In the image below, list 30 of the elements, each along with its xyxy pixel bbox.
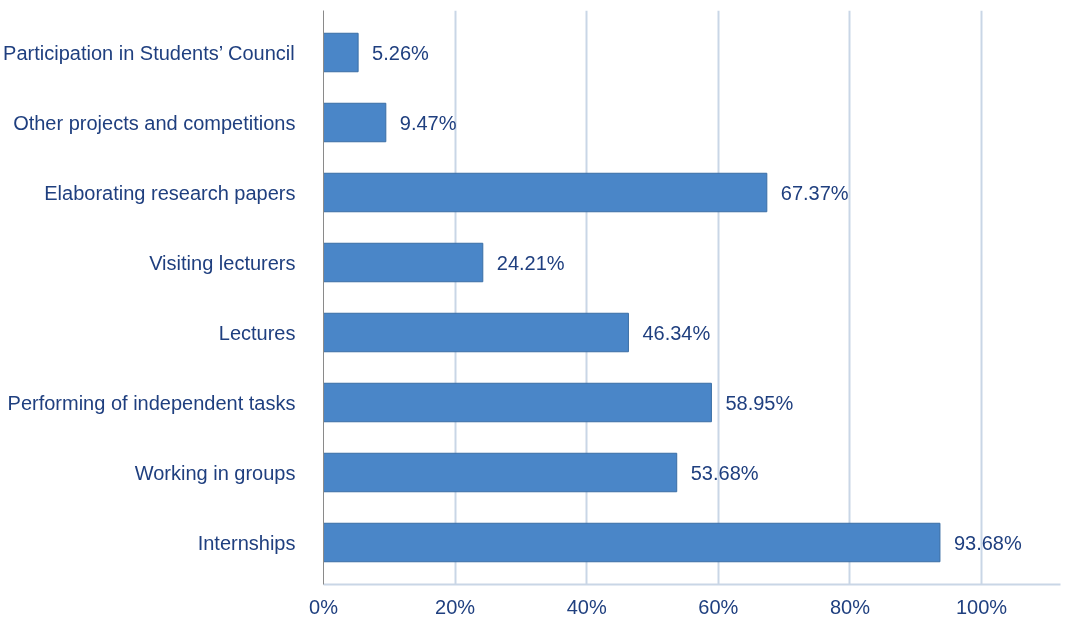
y-tick-label: Other projects and competitions [13, 111, 296, 134]
data-label: 9.47% [399, 111, 457, 134]
data-label: 58.95% [725, 391, 794, 414]
bar [323, 452, 678, 493]
bar [323, 32, 359, 73]
x-tick-label: 60% [698, 595, 739, 618]
x-tick-label: 40% [566, 595, 607, 618]
bar [323, 522, 941, 563]
y-tick-label: Visiting lecturers [149, 251, 296, 274]
data-label: 93.68% [953, 531, 1022, 554]
y-tick-label: Elaborating research papers [44, 181, 296, 204]
bar [323, 102, 387, 143]
x-tick-label: 0% [309, 595, 339, 618]
x-tick-label: 100% [955, 595, 1008, 618]
y-tick-label: Working in groups [134, 461, 296, 484]
y-tick-label: Internships [197, 531, 296, 554]
data-label: 46.34% [642, 321, 711, 344]
bar [323, 312, 629, 353]
y-tick-label: Lectures [218, 321, 296, 344]
bar [323, 382, 712, 423]
bar [323, 242, 484, 283]
data-label: 24.21% [496, 251, 565, 274]
data-label: 67.37% [780, 181, 849, 204]
x-tick-label: 20% [435, 595, 476, 618]
y-tick-label: Participation in Students’ Council [3, 41, 295, 64]
bar [323, 172, 768, 213]
y-tick-label: Performing of independent tasks [7, 391, 296, 414]
x-tick-label: 80% [829, 595, 871, 618]
data-label: 53.68% [690, 461, 759, 484]
data-label: 5.26% [372, 41, 430, 64]
